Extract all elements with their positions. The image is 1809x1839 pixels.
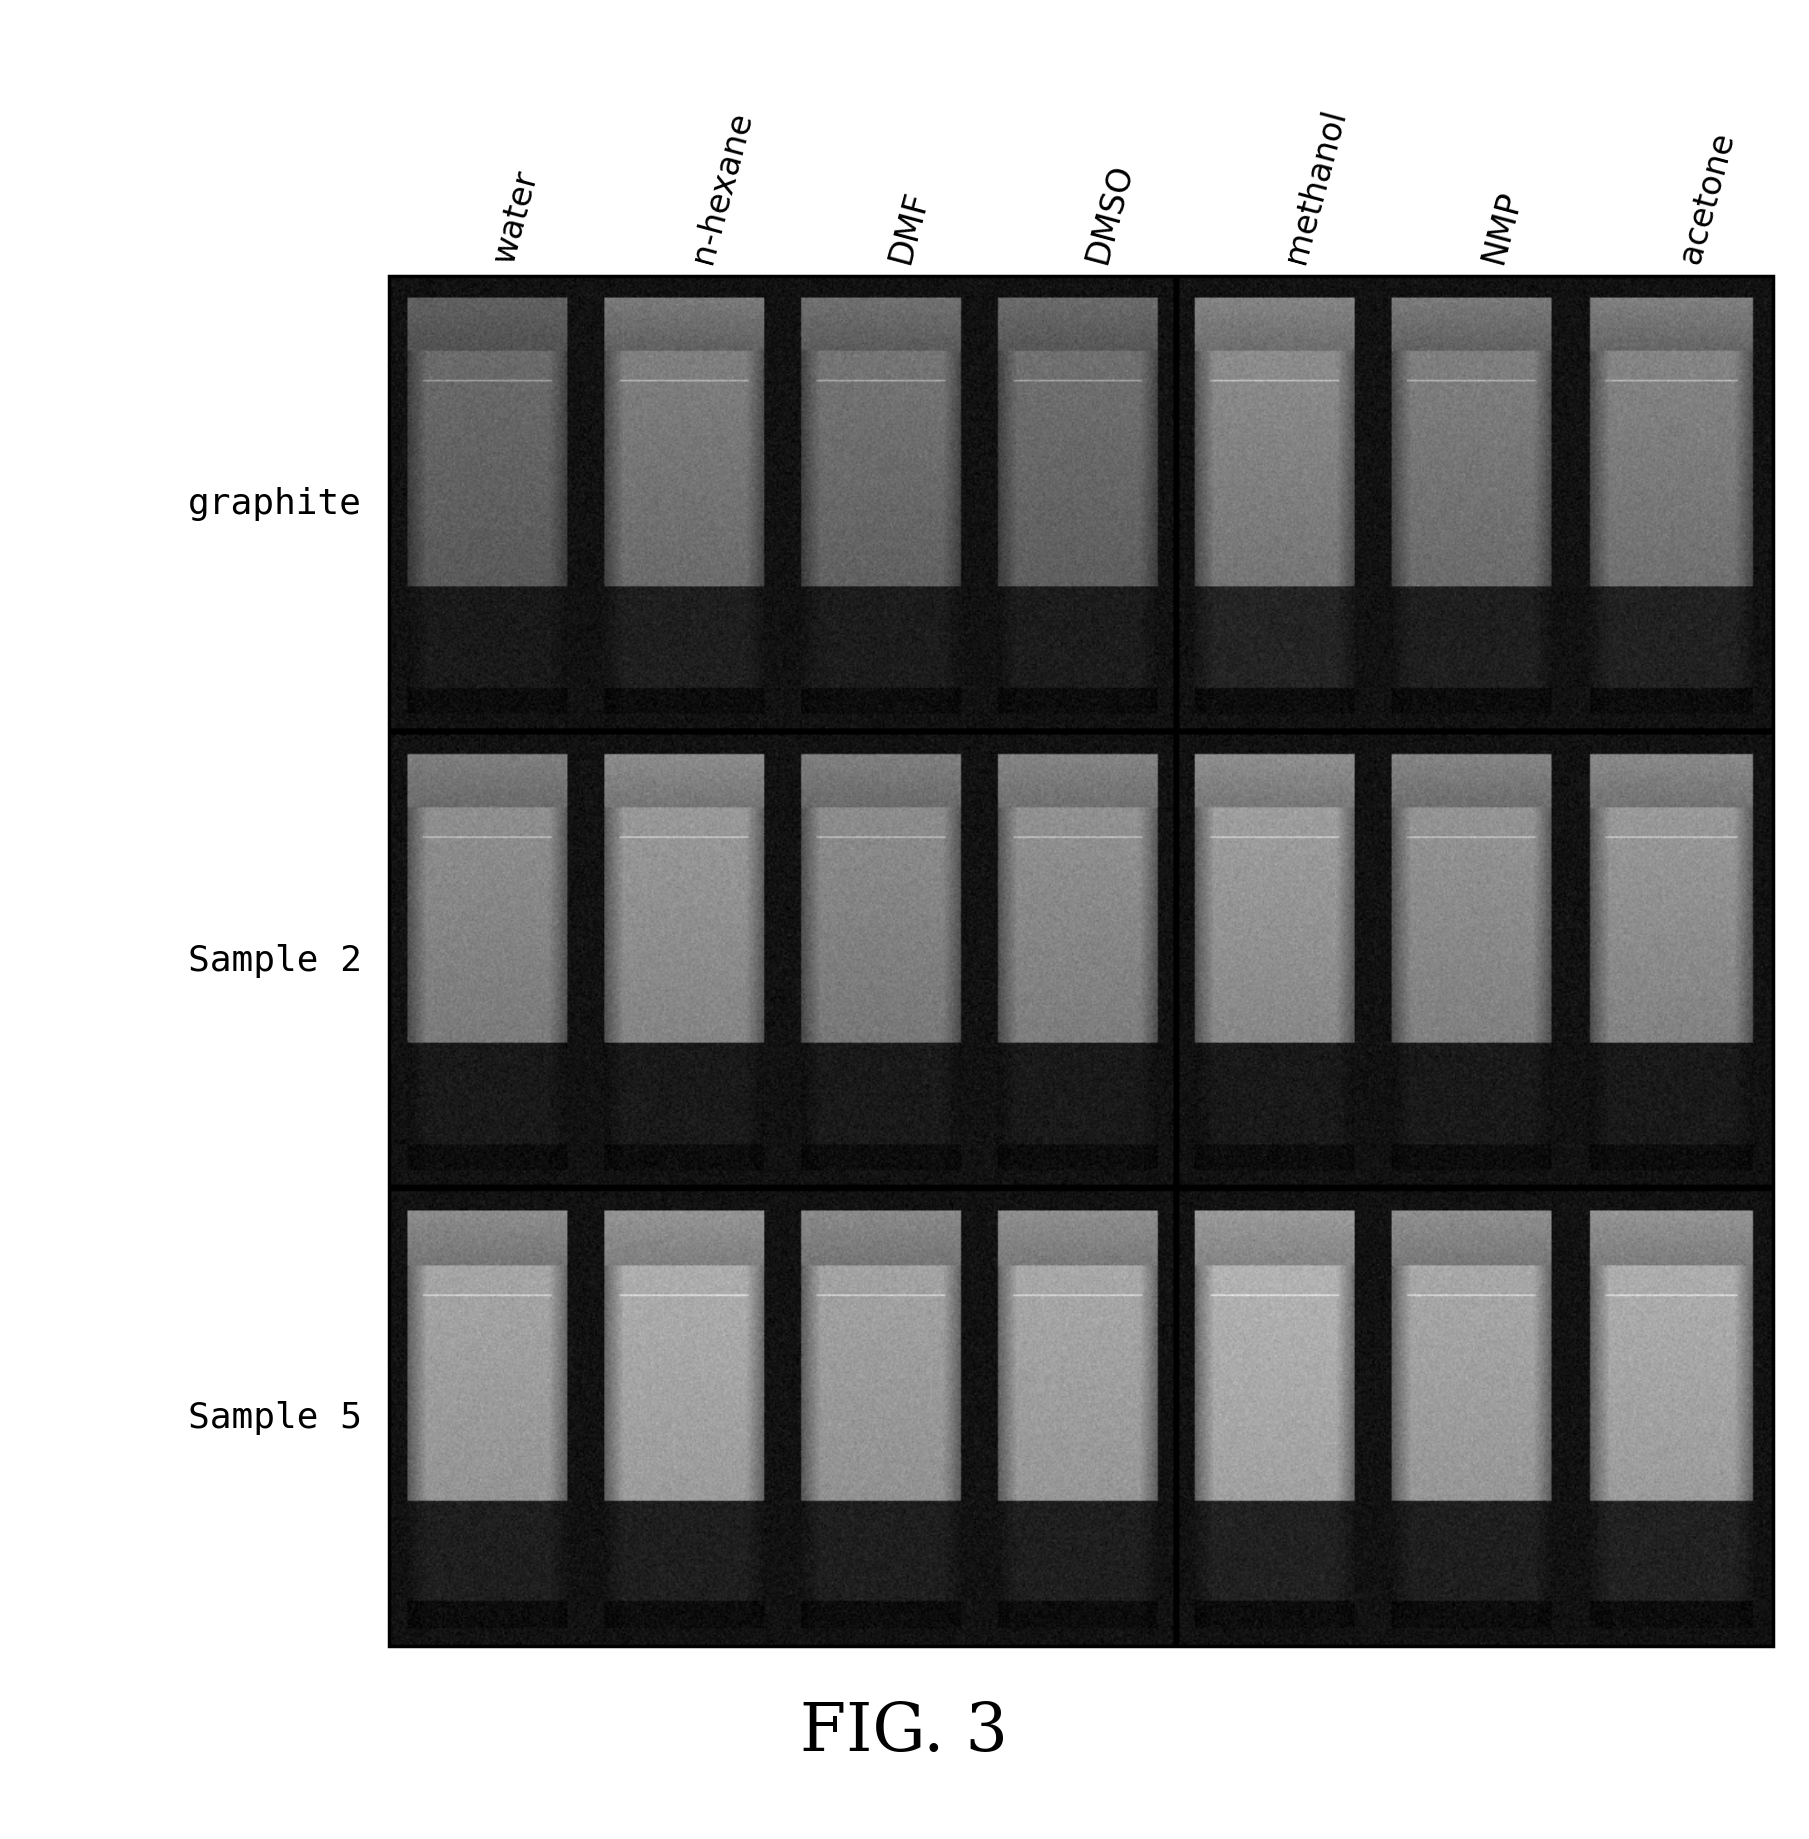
Text: graphite: graphite (188, 487, 362, 520)
Text: DMSO: DMSO (1082, 160, 1140, 267)
Text: DMF: DMF (883, 188, 933, 267)
Text: water: water (488, 167, 545, 267)
Text: methanol: methanol (1279, 105, 1351, 267)
Text: FIG. 3: FIG. 3 (801, 1699, 1008, 1765)
Text: Sample 5: Sample 5 (188, 1401, 362, 1434)
Text: Sample 2: Sample 2 (188, 943, 362, 978)
Text: NMP: NMP (1476, 188, 1527, 267)
Bar (389, 276, 1773, 1646)
Text: n-hexane: n-hexane (686, 107, 758, 267)
Text: acetone: acetone (1673, 129, 1740, 267)
